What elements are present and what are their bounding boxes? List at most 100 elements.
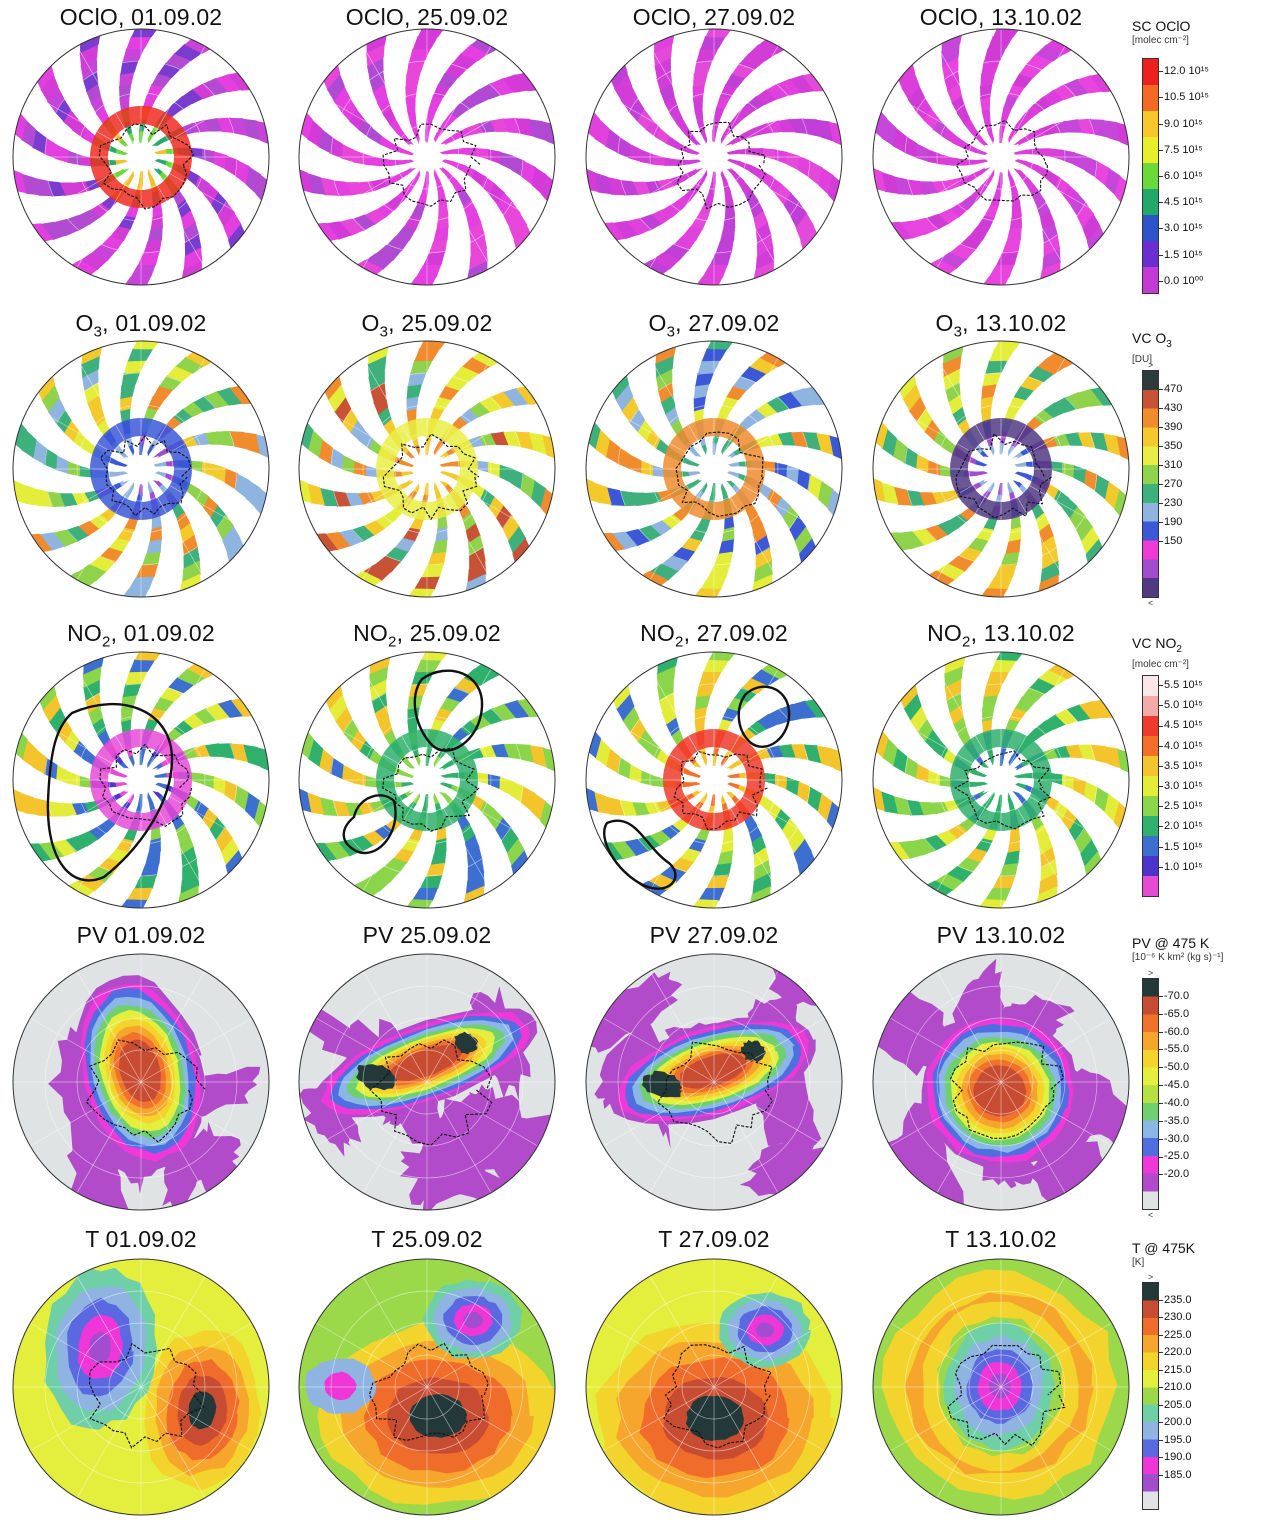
swath-segment [63, 881, 95, 900]
legend-tick-label: -50.0 [1164, 1061, 1190, 1074]
legend-tick [1159, 1138, 1163, 1140]
swath-segment [374, 556, 401, 573]
swath-segment [440, 149, 454, 155]
swath-segment [419, 875, 443, 890]
swath-segment [503, 387, 530, 406]
panel-title-pv-2: PV 25.09.02 [362, 922, 492, 948]
swath-segment [400, 770, 414, 779]
legend-title: PV @ 475 K [1132, 935, 1210, 951]
swath-segment [750, 148, 765, 157]
swath-segment [400, 471, 414, 477]
swath-segment [1014, 782, 1028, 790]
swath-segment [502, 74, 529, 93]
legend-tick-label: 0.0 10⁰⁰ [1164, 274, 1204, 287]
swath-segment [349, 419, 366, 442]
swath-segment [758, 170, 773, 187]
swath-segment [786, 777, 800, 796]
swath-segment [936, 563, 965, 581]
swath-segment [183, 547, 201, 570]
swath-segment [998, 170, 1003, 184]
swath-segment [623, 838, 649, 857]
colorbar-legend-o3: VC O3 [DU] 470 430 390 350 310 270 230 190 150 > < [1132, 330, 1260, 614]
swath-segment [154, 149, 168, 155]
swath-segment [924, 525, 948, 542]
swath-segment [504, 700, 531, 719]
polar-data-gap [119, 136, 162, 178]
swath-segment [374, 704, 390, 725]
no2-outline-contour [413, 669, 484, 752]
swath-segment [364, 252, 394, 270]
swath-segment [981, 407, 992, 424]
swath-segment [637, 570, 669, 589]
swath-segment [409, 47, 432, 63]
swath-segment [697, 359, 721, 374]
swath-segment [1077, 202, 1095, 230]
swath-segment [942, 127, 957, 144]
swath-segment [699, 670, 722, 685]
legend-tick [1159, 522, 1163, 523]
swath-segment [998, 863, 1019, 878]
swath-segment [659, 866, 686, 883]
swath-segment [446, 132, 461, 143]
swath-segment [350, 571, 382, 590]
swath-segment [1091, 744, 1110, 764]
swath-segment [1081, 527, 1100, 556]
swath-segment [507, 838, 526, 867]
swath-segment [318, 128, 333, 154]
swath-segment [144, 718, 159, 732]
swath-segment [707, 341, 737, 350]
swath-segment [873, 475, 886, 502]
legend-tick-label: -60.0 [1164, 1025, 1190, 1038]
swath-segment [697, 120, 706, 135]
polar-data-gap [981, 135, 1022, 179]
swath-segment [593, 482, 612, 505]
swath-segment [342, 718, 359, 743]
swath-segment [521, 474, 536, 499]
legend-tick [1159, 995, 1163, 997]
swath-segment [1084, 781, 1099, 804]
swath-segment [984, 119, 993, 135]
swath-segment [719, 168, 728, 183]
swath-segment [119, 71, 135, 88]
swath-segment [63, 419, 79, 442]
legend-tick-label: 220.0 [1164, 1346, 1192, 1359]
legend-tick-label: 2.5 10¹⁵ [1164, 800, 1203, 813]
legend-tick [1159, 202, 1163, 204]
polar-map-oclo-4 [872, 28, 1130, 286]
swath-segment [1044, 714, 1067, 730]
swath-segment [586, 785, 599, 812]
swath-segment [510, 155, 525, 178]
legend-tick-label: 200.0 [1164, 1416, 1192, 1429]
swath-segment [365, 775, 379, 788]
swath-segment [751, 835, 767, 856]
swath-segment [183, 247, 203, 271]
swath-segment [1041, 535, 1057, 558]
swath-segment [1009, 826, 1021, 842]
swath-segment [1006, 168, 1014, 183]
swath-segment [129, 659, 156, 673]
swath-segment [636, 419, 653, 441]
swath-segment [192, 82, 216, 100]
legend-tick-label: 10.5 10¹⁵ [1164, 91, 1209, 104]
swath-segment [947, 82, 962, 103]
legend-tick [1159, 427, 1163, 428]
swath-segment [783, 192, 801, 217]
swath-segment [154, 470, 168, 478]
swath-segment [1042, 89, 1065, 106]
swath-segment [299, 167, 313, 193]
swath-segment [193, 395, 217, 413]
swath-segment [711, 170, 716, 184]
legend-tick [1159, 484, 1163, 485]
swath-segment [605, 796, 625, 816]
swath-segment [432, 83, 451, 98]
swath-segment [1049, 461, 1064, 474]
legend-overflow-marker: > [1148, 360, 1154, 370]
swath-segment [20, 483, 39, 506]
swath-segment [88, 704, 103, 726]
swath-segment [706, 875, 729, 890]
legend-tick-label: 3.0 10¹⁵ [1164, 222, 1203, 235]
swath-segment [87, 394, 102, 415]
swath-segment [893, 486, 912, 506]
swath-segment [903, 136, 918, 158]
swath-segment [690, 216, 708, 231]
